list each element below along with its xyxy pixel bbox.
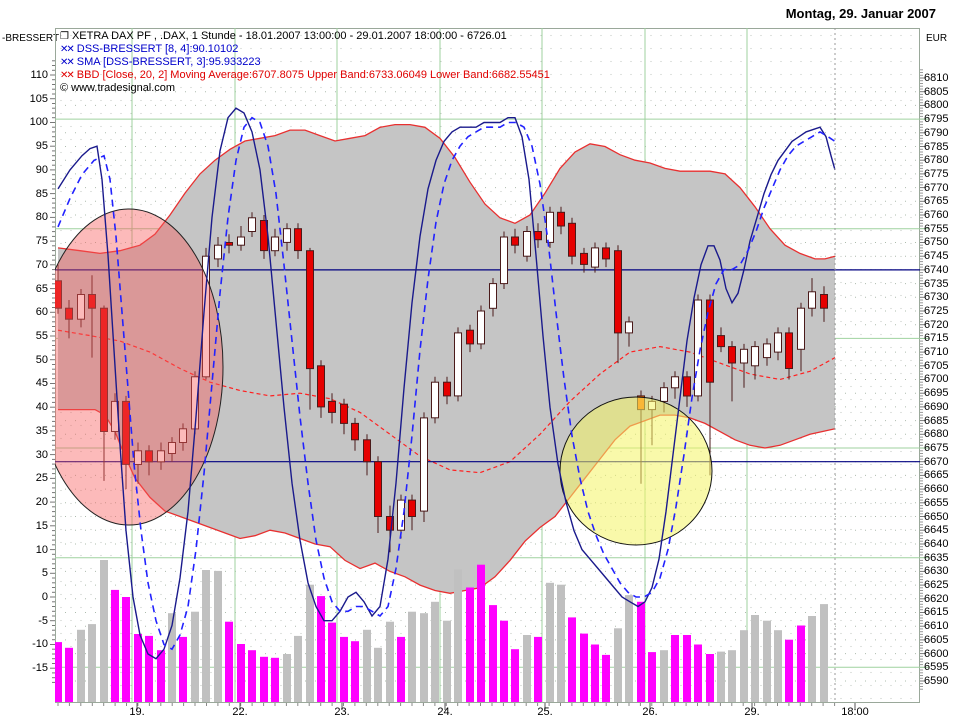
- line-style-icon: ✕✕: [60, 44, 75, 55]
- y-axis-left-label: 90: [35, 164, 48, 176]
- y-axis-left-label: 60: [35, 306, 48, 318]
- y-axis-right-label: 6775: [924, 168, 949, 180]
- x-axis-label: 23.: [334, 706, 350, 718]
- currency-axis-label: EUR: [926, 33, 948, 44]
- y-axis-right-label: 6685: [924, 415, 949, 427]
- x-axis-label: 24.: [437, 706, 453, 718]
- y-axis-right-label: 6720: [924, 319, 949, 331]
- y-axis-left-label: -5: [38, 615, 48, 627]
- y-axis-left-label: 65: [35, 283, 48, 295]
- y-axis-right-label: 6755: [924, 223, 949, 235]
- date-header: Montag, 29. Januar 2007: [785, 6, 936, 21]
- y-axis-left-label: -15: [32, 662, 48, 674]
- y-axis-right-label: 6740: [924, 264, 949, 276]
- y-axis-left-label: 5: [41, 567, 48, 579]
- y-axis-left-label: 20: [35, 496, 48, 508]
- y-axis-right-label: 6590: [924, 675, 949, 687]
- y-axis-right-label: 6730: [924, 291, 949, 303]
- indicator-pane-label: -BRESSERT: [2, 33, 60, 44]
- line-style-icon: ✕✕: [60, 57, 75, 68]
- y-axis-left-label: 70: [35, 259, 48, 271]
- y-axis-right-label: 6705: [924, 360, 949, 372]
- y-axis-right-label: 6680: [924, 428, 949, 440]
- y-axis-right-label: 6785: [924, 141, 949, 153]
- y-axis-right-label: 6810: [924, 72, 949, 84]
- y-axis-right-label: 6640: [924, 538, 949, 550]
- y-axis-right-label: 6765: [924, 195, 949, 207]
- y-axis-right-label: 6695: [924, 387, 949, 399]
- legend-dss-label: DSS-BRESSERT [8, 4]:90.10102: [76, 43, 239, 55]
- y-axis-right-label: 6700: [924, 373, 949, 385]
- y-axis-right-label: 6600: [924, 648, 949, 660]
- y-axis-right-label: 6650: [924, 511, 949, 523]
- chart-title: XETRA DAX PF , .DAX, 1 Stunde - 18.01.20…: [71, 30, 507, 42]
- y-axis-right-label: 6800: [924, 99, 949, 111]
- legend-sma-label: SMA [DSS-BRESSERT, 3]:95.933223: [76, 56, 261, 68]
- y-axis-right-label: 6780: [924, 154, 949, 166]
- x-axis-label: 25.: [537, 706, 553, 718]
- y-axis-left-label: 75: [35, 235, 48, 247]
- y-axis-left-label: 10: [35, 544, 48, 556]
- chart-legend: ❐ XETRA DAX PF , .DAX, 1 Stunde - 18.01.2…: [60, 30, 550, 95]
- y-axis-left-label: 50: [35, 354, 48, 366]
- y-axis-left-label: 45: [35, 377, 48, 389]
- y-axis-left-label: 80: [35, 211, 48, 223]
- y-axis-right-label: 6625: [924, 579, 949, 591]
- y-axis-right-label: 6735: [924, 278, 949, 290]
- x-axis-label: 18:00: [841, 706, 869, 718]
- y-axis-right-label: 6670: [924, 456, 949, 468]
- y-axis-right-label: 6665: [924, 469, 949, 481]
- y-axis-right-label: 6605: [924, 634, 949, 646]
- y-axis-right-label: 6610: [924, 620, 949, 632]
- y-axis-left-label: 40: [35, 401, 48, 413]
- y-axis-right-label: 6660: [924, 483, 949, 495]
- y-axis-left-label: 100: [29, 116, 48, 128]
- x-axis-label: 22.: [232, 706, 248, 718]
- y-axis-left-label: 85: [35, 188, 48, 200]
- y-axis-left-label: 25: [35, 472, 48, 484]
- y-axis-right-label: 6595: [924, 661, 949, 673]
- y-axis-right-label: 6615: [924, 606, 949, 618]
- y-axis-right-label: 6690: [924, 401, 949, 413]
- y-axis-right-label: 6645: [924, 524, 949, 536]
- y-axis-left-label: 110: [30, 69, 48, 81]
- y-axis-right-label: 6715: [924, 332, 949, 344]
- y-axis-right-label: 6745: [924, 250, 949, 262]
- y-axis-right-label: 6630: [924, 565, 949, 577]
- y-axis-right-label: 6635: [924, 552, 949, 564]
- y-axis-right-label: 6620: [924, 593, 949, 605]
- y-axis-left-label: 0: [41, 591, 48, 603]
- window-icon: ❐: [60, 31, 69, 42]
- y-axis-right-label: 6725: [924, 305, 949, 317]
- x-axis-label: 29.: [744, 706, 760, 718]
- copyright-label: © www.tradesignal.com: [60, 82, 176, 94]
- y-axis-right-label: 6790: [924, 127, 949, 139]
- y-axis-right-label: 6710: [924, 346, 949, 358]
- y-axis-left-label: 30: [35, 449, 48, 461]
- y-axis-right-label: 6760: [924, 209, 949, 221]
- y-axis-right-label: 6795: [924, 113, 949, 125]
- y-axis-right-label: 6770: [924, 182, 949, 194]
- y-axis-left-label: 55: [35, 330, 48, 342]
- legend-bbd-label: BBD [Close, 20, 2] Moving Average:6707.8…: [76, 69, 550, 81]
- y-axis-left-label: 95: [35, 140, 48, 152]
- line-style-icon: ✕✕: [60, 70, 75, 81]
- y-axis-left-label: 35: [35, 425, 48, 437]
- y-axis-left-label: -10: [32, 638, 48, 650]
- y-axis-right-label: 6805: [924, 86, 949, 98]
- y-axis-right-label: 6655: [924, 497, 949, 509]
- y-axis-left-label: 15: [35, 520, 48, 532]
- x-axis-label: 26.: [642, 706, 658, 718]
- y-axis-right-label: 6675: [924, 442, 949, 454]
- y-axis-left-label: 105: [29, 93, 48, 105]
- x-axis-label: 19.: [129, 706, 145, 718]
- y-axis-right-label: 6750: [924, 236, 949, 248]
